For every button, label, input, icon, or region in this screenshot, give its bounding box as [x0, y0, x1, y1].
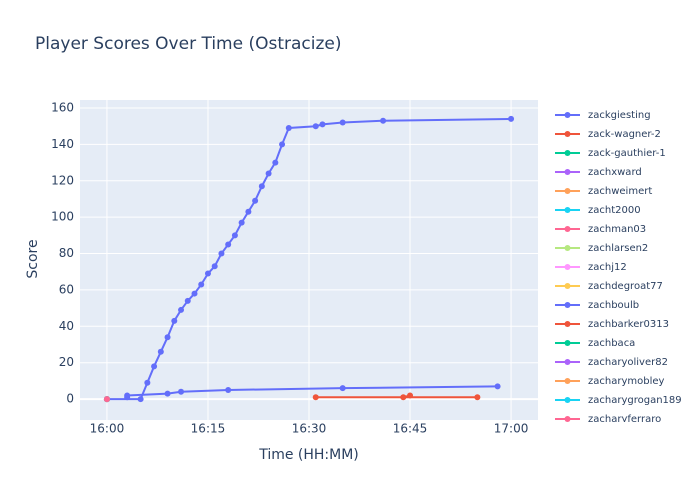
y-tick-label: 40 — [59, 319, 74, 333]
legend-label: zachboulb — [588, 300, 639, 311]
y-tick-label: 140 — [51, 137, 74, 151]
y-tick-label: 100 — [51, 210, 74, 224]
legend-label: zacharyoliver82 — [588, 357, 668, 368]
x-tick-label: 16:15 — [191, 422, 226, 436]
y-tick-label: 80 — [59, 246, 74, 260]
data-point — [218, 250, 225, 257]
legend-label: zack-wagner-2 — [588, 129, 661, 140]
data-point — [151, 363, 158, 370]
legend-label: zacharygrogan189 — [588, 395, 682, 406]
data-point — [319, 121, 326, 128]
data-point — [380, 117, 387, 124]
data-point — [164, 390, 171, 397]
data-point — [494, 383, 501, 390]
legend-label: zachweimert — [588, 186, 652, 197]
legend-label: zackgiesting — [588, 110, 651, 121]
data-point — [225, 386, 232, 393]
data-point — [508, 115, 515, 122]
legend-marker — [564, 188, 571, 194]
legend-marker — [564, 416, 571, 422]
data-point — [225, 241, 232, 248]
legend-label: zacharymobley — [588, 376, 665, 387]
x-tick-label: 17:00 — [494, 422, 529, 436]
legend-label: zacharyferraro — [588, 414, 661, 425]
legend-label: zachlarsen2 — [588, 243, 648, 254]
y-tick-label: 20 — [59, 355, 74, 369]
data-point — [137, 396, 144, 403]
legend-marker — [564, 264, 571, 270]
data-point — [238, 219, 245, 226]
legend-marker — [564, 207, 571, 213]
x-tick-label: 16:00 — [90, 422, 125, 436]
legend-marker — [564, 321, 571, 327]
data-point — [312, 394, 319, 401]
legend-marker — [564, 302, 571, 308]
data-point — [279, 141, 286, 148]
data-point — [407, 392, 414, 399]
x-axis-title: Time (HH:MM) — [258, 447, 359, 463]
data-point — [211, 263, 218, 270]
data-point — [124, 392, 131, 399]
data-point — [285, 125, 292, 132]
data-point — [191, 290, 198, 297]
legend-label: zacht2000 — [588, 205, 641, 216]
data-point — [184, 297, 191, 304]
y-tick-label: 160 — [51, 101, 74, 115]
data-point — [198, 281, 205, 288]
y-axis-title: Score — [25, 239, 41, 278]
legend-marker — [564, 245, 571, 251]
data-point — [339, 385, 346, 392]
data-point — [178, 388, 185, 395]
legend-marker — [564, 378, 571, 384]
data-point — [474, 394, 481, 401]
legend-marker — [564, 226, 571, 232]
legend-label: zachbarker0313 — [588, 319, 669, 330]
data-point — [339, 119, 346, 126]
y-tick-label: 60 — [59, 282, 74, 296]
legend-marker — [564, 150, 571, 156]
data-point — [312, 123, 319, 130]
legend-marker — [564, 340, 571, 346]
x-tick-label: 16:30 — [292, 422, 327, 436]
data-point — [265, 170, 272, 177]
data-point — [144, 379, 151, 386]
data-point — [103, 396, 110, 403]
data-point — [204, 270, 211, 277]
legend-marker — [564, 131, 571, 137]
legend-marker — [564, 359, 571, 365]
data-point — [157, 348, 164, 355]
legend-marker — [564, 397, 571, 403]
legend-label: zachdegroat77 — [588, 281, 663, 292]
legend-label: zachbaca — [588, 338, 635, 349]
legend-marker — [564, 112, 571, 118]
data-point — [164, 334, 171, 341]
y-tick-label: 0 — [66, 392, 74, 406]
data-point — [171, 317, 178, 324]
legend-marker — [564, 169, 571, 175]
data-point — [178, 306, 185, 313]
data-point — [400, 394, 407, 401]
data-point — [252, 197, 259, 204]
legend-label: zack-gauthier-1 — [588, 148, 666, 159]
data-point — [231, 232, 238, 239]
chart-title: Player Scores Over Time (Ostracize) — [35, 34, 342, 54]
legend-label: zachj12 — [588, 262, 627, 273]
x-tick-label: 16:45 — [393, 422, 428, 436]
legend-marker — [564, 283, 571, 289]
data-point — [245, 208, 252, 215]
data-point — [258, 183, 265, 190]
data-point — [272, 159, 279, 166]
legend-label: zachxward — [588, 167, 642, 178]
legend-label: zachman03 — [588, 224, 646, 235]
y-tick-label: 120 — [51, 173, 74, 187]
